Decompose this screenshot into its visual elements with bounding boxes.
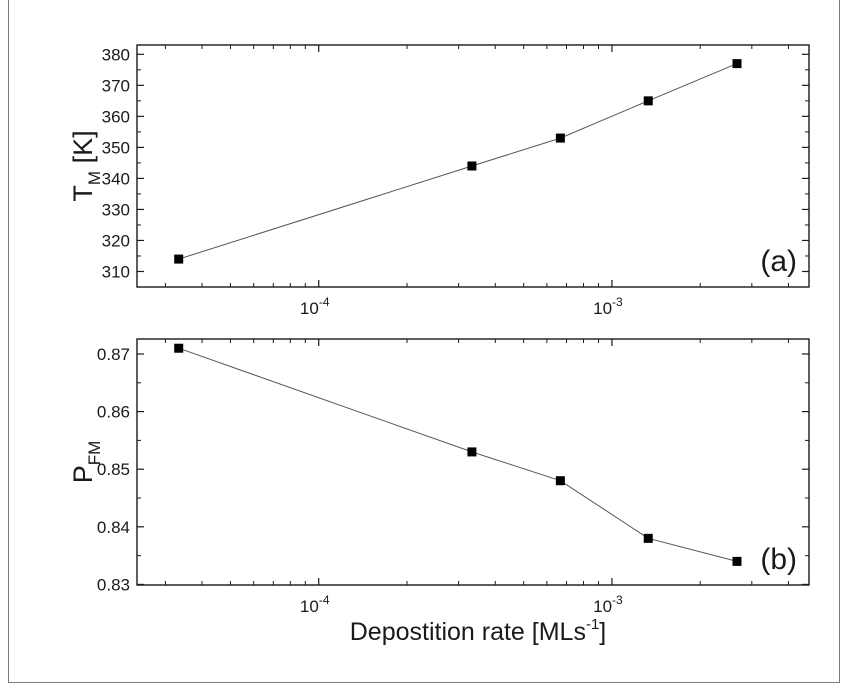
y-tick-label-b: 0.83 [97,575,130,594]
y-axis-title-b: PFM [68,441,104,484]
y-axis-title-a: TM [K] [68,130,104,201]
y-tick-label-b: 0.85 [97,460,130,479]
figure-frame [8,0,840,683]
y-tick-label-a: 330 [102,200,130,219]
y-tick-label-b: 0.87 [97,345,130,364]
y-tick-label-a: 310 [102,262,130,281]
panel-label-b: (b) [760,543,797,576]
y-tick-label-a: 340 [102,169,130,188]
x-axis-title-main: Depostition rate [MLs [350,618,586,646]
panel-a: 310 320 330 340 350 360 370 380 10-4 10-3 TM [K] (a… [68,44,810,318]
data-point-b [732,556,742,566]
data-point-a [174,254,184,264]
panel-label-a: (a) [760,245,797,278]
data-point-a [467,161,477,171]
data-point-a [643,96,653,106]
data-point-b [467,447,477,457]
data-point-a [732,59,742,69]
y-tick-label-a: 320 [102,231,130,250]
y-tick-label-b: 0.86 [97,403,130,422]
x-tick-label-a: 10-3 [593,295,623,318]
y-tick-label-a: 380 [102,45,130,64]
series-line-a [178,63,738,260]
x-axis-title-end: ] [599,618,606,646]
data-point-b [555,476,565,486]
series-line-b [178,347,738,562]
y-tick-label-a: 360 [102,107,130,126]
x-tick-label-b: 10-4 [300,593,330,616]
data-point-a [555,133,565,143]
x-axis-title-sup: -1 [586,616,599,633]
data-point-b [643,533,653,543]
y-tick-label-b: 0.84 [97,518,130,537]
data-point-b [174,343,184,353]
x-tick-label-a: 10-4 [300,295,330,318]
y-tick-label-a: 350 [102,138,130,157]
plot-area-a [136,44,810,288]
panel-b: 0.83 0.84 0.85 0.86 0.87 10-4 10-3 PFM (b) [68,338,810,616]
plot-area-b [136,338,810,586]
x-tick-label-b: 10-3 [593,593,623,616]
x-axis-title: Depostition rate [MLs-1] [350,616,607,646]
y-tick-label-a: 370 [102,76,130,95]
